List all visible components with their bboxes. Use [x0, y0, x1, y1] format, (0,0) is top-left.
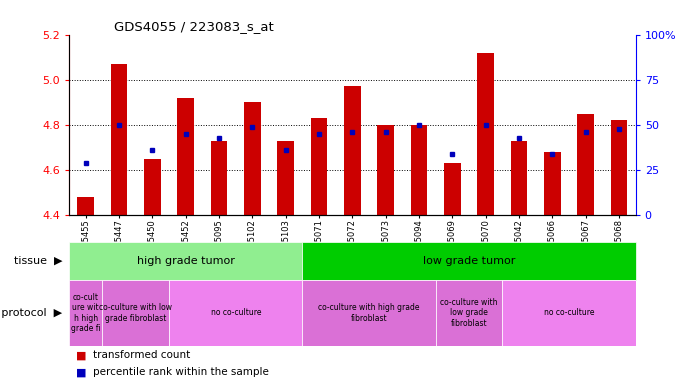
- Bar: [344, 86, 361, 215]
- Bar: [311, 118, 328, 215]
- Bar: [477, 53, 494, 215]
- Bar: [244, 102, 261, 215]
- Bar: [436, 280, 502, 346]
- Bar: [211, 141, 227, 215]
- Bar: [178, 98, 194, 215]
- Bar: [377, 125, 394, 215]
- Text: GDS4055 / 223083_s_at: GDS4055 / 223083_s_at: [115, 20, 274, 33]
- Text: percentile rank within the sample: percentile rank within the sample: [93, 367, 269, 377]
- Bar: [502, 280, 636, 346]
- Text: ■: ■: [76, 350, 86, 360]
- Text: ■: ■: [76, 367, 86, 377]
- Text: no co-culture: no co-culture: [211, 308, 261, 318]
- Text: transformed count: transformed count: [93, 350, 191, 360]
- Text: co-cult
ure wit
h high
grade fi: co-cult ure wit h high grade fi: [71, 293, 101, 333]
- Text: co-culture with
low grade
fibroblast: co-culture with low grade fibroblast: [440, 298, 498, 328]
- Bar: [69, 280, 102, 346]
- Bar: [111, 64, 127, 215]
- Bar: [410, 125, 428, 215]
- Bar: [169, 280, 303, 346]
- Bar: [544, 152, 560, 215]
- Bar: [303, 242, 636, 280]
- Bar: [611, 120, 627, 215]
- Bar: [303, 280, 436, 346]
- Text: growth protocol  ▶: growth protocol ▶: [0, 308, 62, 318]
- Bar: [102, 280, 169, 346]
- Bar: [144, 159, 161, 215]
- Bar: [77, 197, 94, 215]
- Text: co-culture with high grade
fibroblast: co-culture with high grade fibroblast: [319, 303, 420, 323]
- Text: low grade tumor: low grade tumor: [423, 256, 515, 266]
- Text: co-culture with low
grade fibroblast: co-culture with low grade fibroblast: [100, 303, 172, 323]
- Text: tissue  ▶: tissue ▶: [14, 256, 62, 266]
- Text: high grade tumor: high grade tumor: [137, 256, 235, 266]
- Bar: [69, 242, 303, 280]
- Bar: [578, 114, 594, 215]
- Bar: [277, 141, 294, 215]
- Text: no co-culture: no co-culture: [544, 308, 594, 318]
- Bar: [511, 141, 527, 215]
- Bar: [444, 163, 461, 215]
